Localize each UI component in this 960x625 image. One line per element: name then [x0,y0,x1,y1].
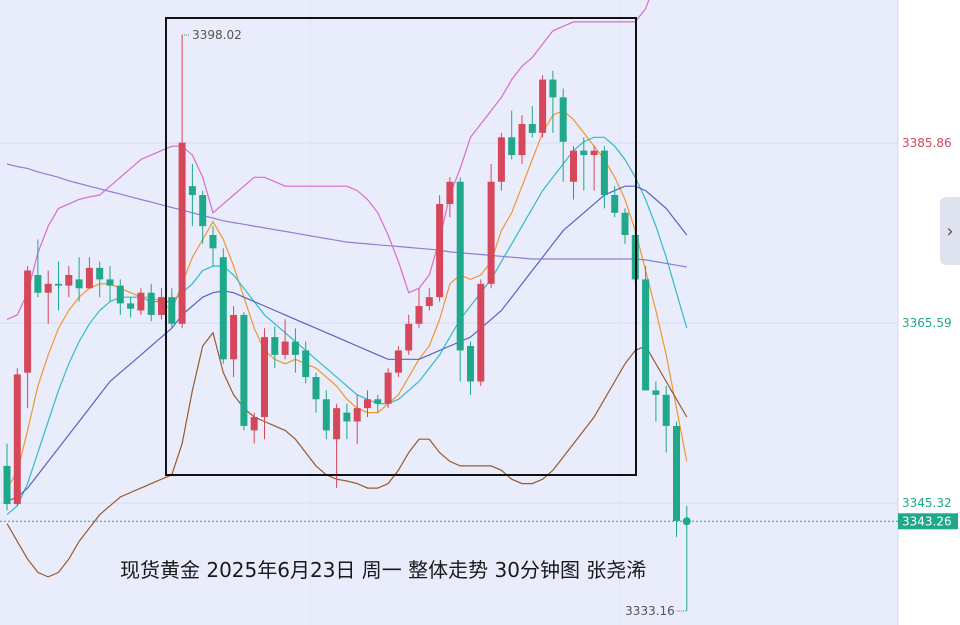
candle-body [528,123,536,133]
candle-body [446,181,454,204]
candle-body [559,97,567,142]
candle-body [127,303,135,309]
candle-body [271,337,279,355]
candle-body [188,186,196,196]
candle-body [322,399,330,431]
candle-body [662,394,670,426]
candle-body [230,314,238,360]
candle-body [374,399,382,404]
candle-body [55,283,62,286]
candle-body [158,297,165,315]
candles [3,35,691,611]
y-tick-label: 3385.86 [902,136,952,150]
candle-body [580,150,588,156]
candle-body [600,150,608,196]
ma_mid-line [6,136,688,516]
candle-body [518,123,526,156]
side-panel-toggle[interactable]: › [940,197,960,265]
candle-body [353,408,361,422]
boll_lower-line [6,331,688,578]
candle-body [34,274,42,293]
y-tick-label: 3345.32 [902,496,952,510]
candle-body [487,181,495,284]
candle-body [219,257,227,360]
candle-body [497,137,505,182]
candle-body [24,270,32,373]
candle-body [642,279,650,391]
candle-body [96,267,104,280]
candle-body [333,408,341,440]
candle-body [549,79,557,98]
highlight-box [165,17,637,476]
low-marker-label: 3333.16 [625,604,675,618]
last-price-tag [898,513,958,530]
candle-body [312,377,320,400]
candle-body [394,350,402,373]
candle-body [240,314,248,426]
candle-body [75,279,83,289]
candle-body [364,399,371,409]
candle-body [13,374,21,505]
boll_upper-line [6,0,650,320]
candle-body [425,297,433,307]
candle-body [539,79,547,133]
candle-body [85,267,93,289]
candle-body [261,337,268,418]
candle-body [590,150,598,156]
candle-body [302,350,310,378]
candle-body [291,341,299,355]
candle-body [621,212,629,235]
candle-body [415,306,423,324]
candle-body [209,234,217,249]
last-price-label: 3343.26 [902,514,952,528]
candle-body [147,292,155,315]
candle-body [673,425,680,521]
candle-body [436,203,444,298]
candle-body [137,292,145,311]
candle-body [570,150,577,182]
candle-body [405,323,413,351]
candle-body [281,341,289,355]
candle-body [250,417,258,431]
ma_long-line [6,163,687,268]
high-marker-label: 3398.02 [192,28,242,42]
candle-body [477,283,485,382]
chart-caption: 现货黄金 2025年6月23日 周一 整体走势 30分钟图 张尧浠 [120,558,646,582]
candle-body [116,285,124,304]
candle-body [611,195,619,213]
indicator-lines [6,0,688,578]
y-tick-label: 3365.59 [902,316,952,330]
candle-body [199,195,207,227]
candle-body [456,181,464,351]
candle-body [65,274,73,286]
candle-body [467,345,474,382]
candle-body [343,412,351,422]
candle-body [44,283,52,293]
candle-body [508,137,516,156]
chevron-right-icon: › [946,220,954,242]
candle-body [168,297,176,324]
candle-body [384,372,392,404]
ma_slow-line [6,185,688,502]
last-price-dot [682,517,691,526]
price-axis-panel [898,0,960,625]
candle-body [3,465,11,505]
candle-body [178,142,186,324]
candle-body [106,279,114,286]
price-markers: 3398.02 3333.16 3385.86 3365.59 3345.32 3343.… [0,28,958,618]
candle-body [652,390,660,395]
grid-lines [0,142,898,504]
